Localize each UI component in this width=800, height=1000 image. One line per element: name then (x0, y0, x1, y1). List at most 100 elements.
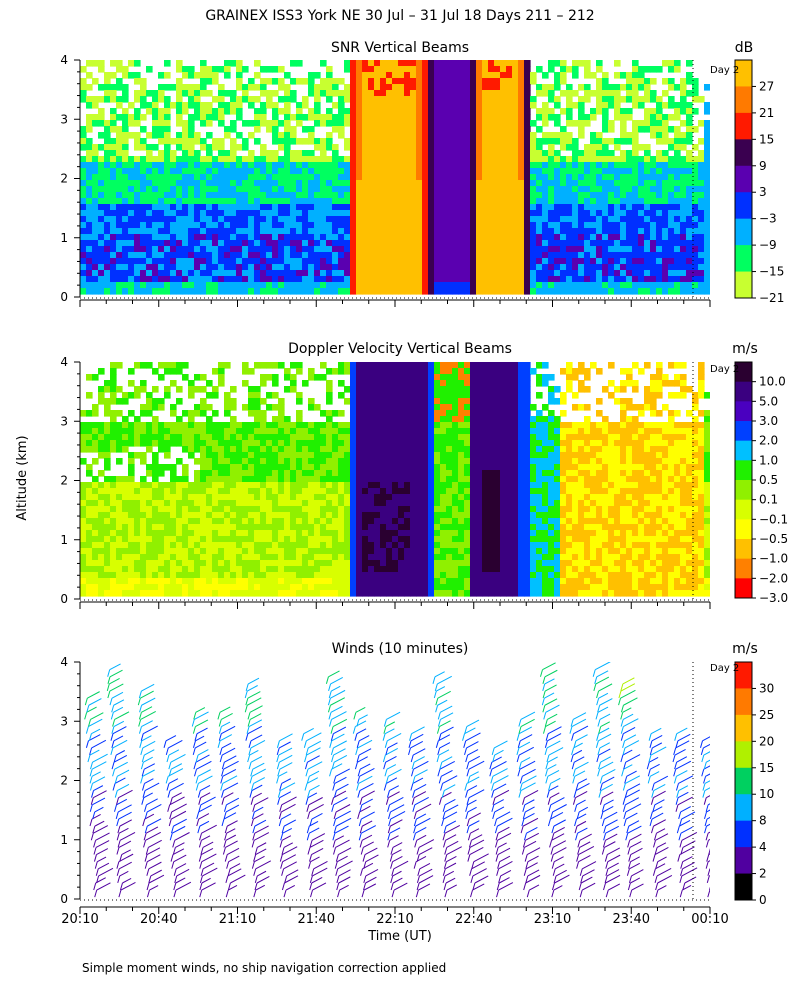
heatmap-cell (374, 78, 381, 85)
heatmap-cell (458, 234, 465, 241)
heatmap-cell (266, 428, 273, 435)
heatmap-cell (620, 428, 627, 435)
heatmap-cell (656, 434, 663, 441)
heatmap-cell (440, 368, 447, 375)
heatmap-cell (362, 204, 369, 211)
heatmap-cell (104, 252, 111, 259)
heatmap-cell (398, 150, 405, 157)
heatmap-cell (140, 452, 147, 459)
heatmap-cell (374, 198, 381, 205)
heatmap-cell (614, 216, 621, 223)
heatmap-cell (314, 270, 321, 277)
heatmap-cell (134, 120, 141, 127)
heatmap-cell (668, 228, 675, 235)
heatmap-cell (140, 144, 147, 151)
heatmap-cell (344, 180, 351, 187)
heatmap-cell (212, 168, 219, 175)
heatmap-cell (194, 276, 201, 283)
heatmap-cell (254, 198, 261, 205)
heatmap-cell (404, 264, 411, 271)
heatmap-cell (164, 222, 171, 229)
heatmap-cell (494, 114, 501, 121)
heatmap-cell (260, 416, 267, 423)
heatmap-cell (122, 416, 129, 423)
heatmap-cell (350, 380, 357, 387)
heatmap-cell (242, 222, 249, 229)
heatmap-cell (410, 198, 417, 205)
heatmap-cell (626, 288, 633, 295)
heatmap-cell (212, 452, 219, 459)
heatmap-cell (476, 234, 483, 241)
heatmap-cell (140, 192, 147, 199)
heatmap-cell (614, 276, 621, 283)
heatmap-cell (536, 392, 543, 399)
heatmap-cell (698, 362, 705, 369)
heatmap-cell (254, 228, 261, 235)
heatmap-cell (404, 258, 411, 265)
heatmap-cell (650, 120, 657, 127)
colorbar-swatch (735, 271, 752, 299)
heatmap-cell (572, 240, 579, 247)
heatmap-cell (326, 252, 333, 259)
heatmap-cell (506, 440, 513, 447)
heatmap-cell (422, 108, 429, 115)
heatmap-cell (614, 228, 621, 235)
heatmap-cell (500, 168, 507, 175)
heatmap-cell (410, 446, 417, 453)
heatmap-cell (200, 60, 207, 67)
heatmap-cell (254, 428, 261, 435)
heatmap-cell (248, 84, 255, 91)
heatmap-cell (578, 114, 585, 121)
heatmap-cell (200, 228, 207, 235)
heatmap-cell (170, 246, 177, 253)
heatmap-cell (422, 386, 429, 393)
heatmap-cell (596, 288, 603, 295)
heatmap-cell (476, 186, 483, 193)
heatmap-cell (464, 452, 471, 459)
heatmap-cell (476, 434, 483, 441)
heatmap-cell (470, 144, 477, 151)
heatmap-cell (518, 138, 525, 145)
heatmap-cell (584, 156, 591, 163)
heatmap-cell (152, 198, 159, 205)
heatmap-cell (134, 440, 141, 447)
heatmap-cell (110, 150, 117, 157)
heatmap-cell (110, 276, 117, 283)
heatmap-cell (536, 192, 543, 199)
heatmap-cell (548, 96, 555, 103)
heatmap-cell (512, 72, 519, 79)
heatmap-cell (80, 126, 87, 133)
heatmap-cell (368, 380, 375, 387)
heatmap-cell (674, 446, 681, 453)
heatmap-cell (380, 404, 387, 411)
heatmap-cell (548, 114, 555, 121)
heatmap-cell (146, 156, 153, 163)
heatmap-cell (458, 114, 465, 121)
heatmap-cell (572, 216, 579, 223)
heatmap-cell (218, 222, 225, 229)
heatmap-cell (614, 222, 621, 229)
heatmap-cell (416, 90, 423, 97)
heatmap-cell (86, 282, 93, 289)
heatmap-cell (446, 60, 453, 67)
heatmap-cell (554, 222, 561, 229)
heatmap-cell (530, 144, 537, 151)
heatmap-cell (242, 156, 249, 163)
heatmap-cell (548, 386, 555, 393)
heatmap-cell (500, 392, 507, 399)
heatmap-cell (86, 174, 93, 181)
heatmap-cell (176, 132, 183, 139)
heatmap-cell (206, 252, 213, 259)
heatmap-cell (380, 386, 387, 393)
heatmap-cell (692, 174, 699, 181)
heatmap-cell (494, 156, 501, 163)
heatmap-cell (224, 180, 231, 187)
heatmap-cell (554, 120, 561, 127)
heatmap-cell (680, 276, 687, 283)
heatmap-cell (122, 428, 129, 435)
heatmap-cell (218, 114, 225, 121)
heatmap-cell (86, 192, 93, 199)
heatmap-cell (464, 138, 471, 145)
heatmap-cell (242, 216, 249, 223)
heatmap-cell (590, 246, 597, 253)
